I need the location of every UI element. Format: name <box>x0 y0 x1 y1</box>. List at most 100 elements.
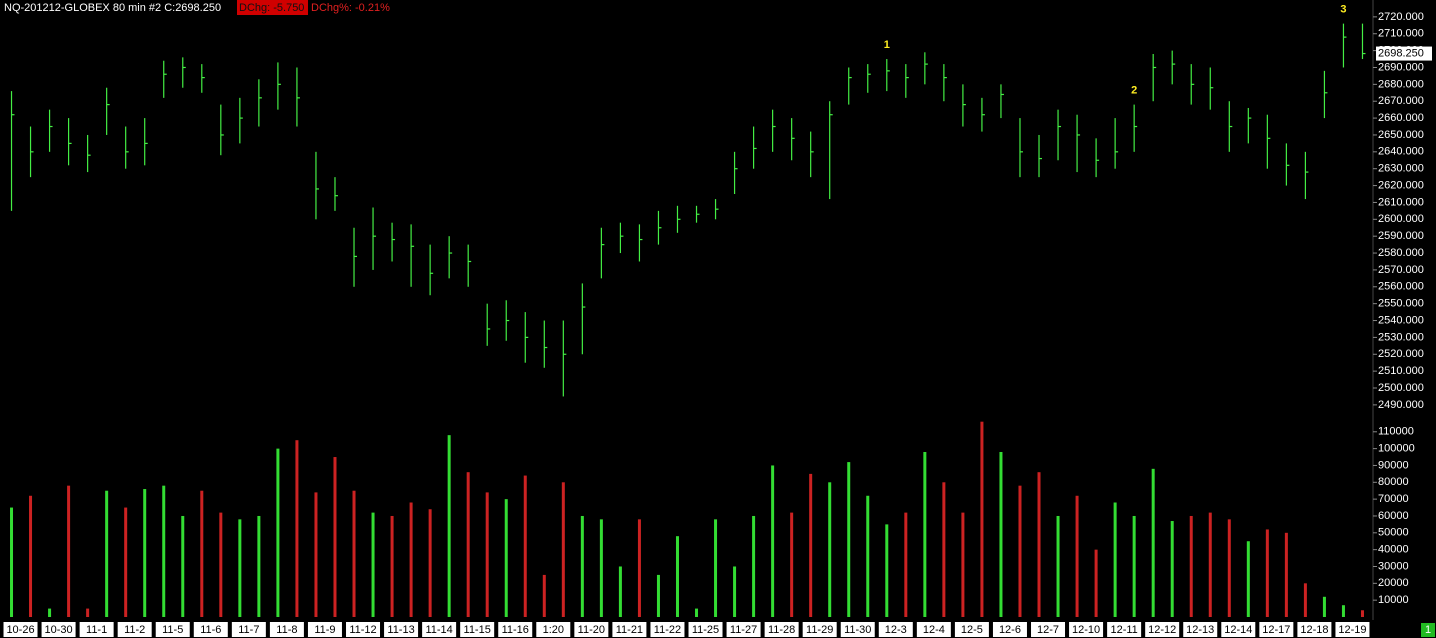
volume-bar <box>1056 515 1060 617</box>
volume-bar <box>599 519 603 617</box>
y-tick-label: 40000 <box>1378 544 1409 556</box>
x-tick-label: 11-25 <box>692 624 719 636</box>
volume-bar <box>371 512 375 617</box>
x-label-box <box>1107 622 1142 637</box>
x-label-box <box>460 622 495 637</box>
x-tick-label: 12-13 <box>1186 624 1214 636</box>
volume-bar <box>904 512 908 617</box>
volume-bar <box>1037 472 1041 617</box>
volume-bar <box>1151 468 1155 617</box>
x-label-box <box>802 622 837 637</box>
volume-bar <box>1246 541 1250 617</box>
page-indicator: 1 <box>1425 624 1431 636</box>
volume-bar <box>847 462 851 617</box>
x-tick-label: 12-14 <box>1224 624 1252 636</box>
x-label-box <box>307 622 342 637</box>
volume-bar <box>1227 519 1231 617</box>
last-price-box <box>1376 46 1432 61</box>
page-indicator-bg <box>1421 623 1435 637</box>
y-tick-label: 2610.000 <box>1378 196 1424 208</box>
volume-bar <box>714 519 718 617</box>
x-label-box <box>612 622 647 637</box>
header-symbol: NQ-201212-GLOBEX 80 min #2 C:2698.250 <box>4 2 221 14</box>
dchg-pct-bg <box>308 0 394 15</box>
volume-bar <box>942 482 946 617</box>
x-tick-label: 11-2 <box>124 624 145 636</box>
y-tick-label: 2680.000 <box>1378 78 1424 90</box>
x-tick-label: 12-18 <box>1300 624 1328 636</box>
volume-bar <box>1189 515 1193 617</box>
volume-bar <box>162 485 166 617</box>
y-tick-label: 2650.000 <box>1378 129 1424 141</box>
x-label-box <box>346 622 381 637</box>
x-tick-label: 11-6 <box>200 624 221 636</box>
header-dchg: DChg: -5.750 <box>239 2 304 14</box>
x-tick-label: 10-26 <box>6 624 34 636</box>
y-tick-label: 2590.000 <box>1378 230 1424 242</box>
x-tick-label: 11-15 <box>464 624 491 636</box>
volume-bar <box>656 574 660 617</box>
x-tick-label: 10-30 <box>44 624 72 636</box>
x-label-box <box>1031 622 1066 637</box>
x-label-box <box>1297 622 1332 637</box>
y-tick-label: 2670.000 <box>1378 95 1424 107</box>
x-label-box <box>536 622 571 637</box>
y-tick-label: 2550.000 <box>1378 298 1424 310</box>
volume-bar <box>447 435 451 617</box>
x-tick-label: 12-5 <box>961 624 983 636</box>
volume-bar <box>181 515 185 617</box>
volume-bar <box>86 608 90 617</box>
x-label-box <box>79 622 114 637</box>
y-tick-label: 2510.000 <box>1378 365 1424 377</box>
x-label-box <box>155 622 190 637</box>
volume-bar <box>561 482 565 617</box>
x-tick-label: 12-4 <box>923 624 945 636</box>
x-label-box <box>574 622 609 637</box>
y-tick-label: 2620.000 <box>1378 179 1424 191</box>
x-label-box <box>916 622 951 637</box>
volume-bar <box>542 574 546 617</box>
y-tick-label: 30000 <box>1378 560 1409 572</box>
y-tick-label: 2710.000 <box>1378 28 1424 40</box>
volume-bar <box>1113 502 1117 617</box>
volume-bar <box>29 495 33 617</box>
y-tick-label: 2500.000 <box>1378 382 1424 394</box>
x-label-box <box>117 622 152 637</box>
volume-bar <box>1132 515 1136 617</box>
volume-bar <box>1341 605 1345 617</box>
x-tick-label: 12-7 <box>1037 624 1059 636</box>
x-label-box <box>1069 622 1104 637</box>
volume-bar <box>238 519 242 617</box>
x-tick-label: 12-3 <box>885 624 907 636</box>
y-tick-label: 100000 <box>1378 443 1415 455</box>
y-tick-label: 2630.000 <box>1378 163 1424 175</box>
x-tick-label: 11-29 <box>806 624 833 636</box>
x-tick-label: 11-9 <box>314 624 335 636</box>
volume-bar <box>1094 549 1098 617</box>
y-tick-label: 2600.000 <box>1378 213 1424 225</box>
last-price-label: 2698.250 <box>1378 47 1424 59</box>
volume-bar <box>1265 529 1269 617</box>
x-tick-label: 12-6 <box>999 624 1021 636</box>
x-label-box <box>1335 622 1370 637</box>
volume-bar <box>675 536 679 617</box>
volume-bar <box>124 507 128 617</box>
y-tick-label: 2690.000 <box>1378 61 1424 73</box>
x-label-box <box>1259 622 1294 637</box>
x-label-box <box>764 622 799 637</box>
volume-bar <box>618 566 622 617</box>
annotation: 2 <box>1131 84 1137 96</box>
y-tick-label: 80000 <box>1378 476 1409 488</box>
volume-bar <box>428 509 432 617</box>
x-label-box <box>422 622 457 637</box>
volume-bar <box>257 515 261 617</box>
header-dchg-pct: DChg%: -0.21% <box>311 2 390 14</box>
x-label-box <box>992 622 1027 637</box>
x-tick-label: 11-30 <box>844 624 871 636</box>
volume-bar <box>504 499 508 617</box>
y-tick-label: 50000 <box>1378 527 1409 539</box>
y-tick-label: 2540.000 <box>1378 314 1424 326</box>
x-tick-label: 12-19 <box>1338 624 1366 636</box>
volume-bar <box>580 515 584 617</box>
x-label-box <box>840 622 875 637</box>
